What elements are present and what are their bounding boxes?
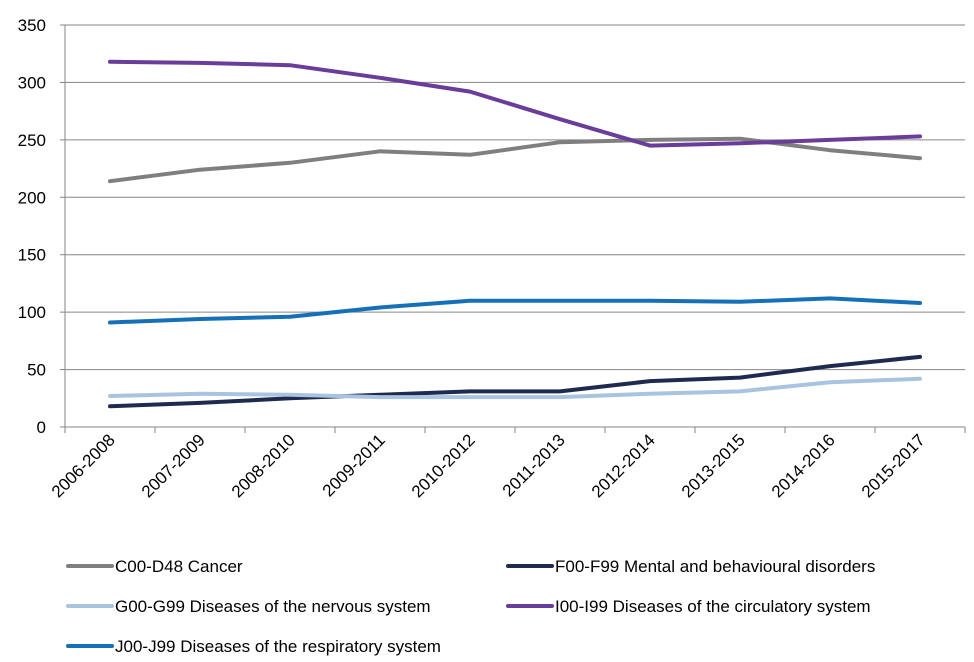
y-tick-label: 200 <box>18 188 46 207</box>
axes: 0 50 100 150 200 250 300 350 2006-2008 2007-2009 2… <box>18 16 966 501</box>
x-tick-label: 2013-2015 <box>678 430 749 501</box>
y-tick-label: 0 <box>37 418 46 437</box>
x-tick-label: 2011-2013 <box>499 430 569 500</box>
series-lines <box>108 59 922 409</box>
y-tick-label: 150 <box>18 246 46 265</box>
legend-label: F00-F99 Mental and behavioural disorders <box>555 557 875 576</box>
legend-label: C00-D48 Cancer <box>115 557 243 576</box>
x-tick-label: 2006-2008 <box>48 430 119 501</box>
x-tick-label: 2010-2012 <box>408 430 479 501</box>
series-line <box>108 136 922 184</box>
x-tick-label: 2014-2016 <box>768 430 839 501</box>
x-tick-label: 2008-2010 <box>228 430 299 501</box>
y-tick-label: 50 <box>27 361 46 380</box>
series-line <box>108 354 922 409</box>
x-tick-label: 2009-2011 <box>319 430 389 500</box>
y-tick-label: 250 <box>18 131 46 150</box>
series-line <box>108 376 922 400</box>
legend-label: I00-I99 Diseases of the circulatory syst… <box>555 597 871 616</box>
gridlines <box>65 24 965 371</box>
x-tick-label: 2015-2017 <box>858 430 929 501</box>
series-line <box>108 59 922 148</box>
legend-label: J00-J99 Diseases of the respiratory syst… <box>115 637 441 656</box>
legend-label: G00-G99 Diseases of the nervous system <box>115 597 431 616</box>
y-tick-label: 300 <box>18 73 46 92</box>
x-tick-label: 2007-2009 <box>138 430 209 501</box>
x-tick-label: 2012-2014 <box>588 430 659 501</box>
series-line <box>108 296 922 325</box>
legend: C00-D48 Cancer F00-F99 Mental and behavio… <box>66 557 875 656</box>
y-tick-label: 350 <box>18 16 46 35</box>
y-tick-label: 100 <box>18 303 46 322</box>
